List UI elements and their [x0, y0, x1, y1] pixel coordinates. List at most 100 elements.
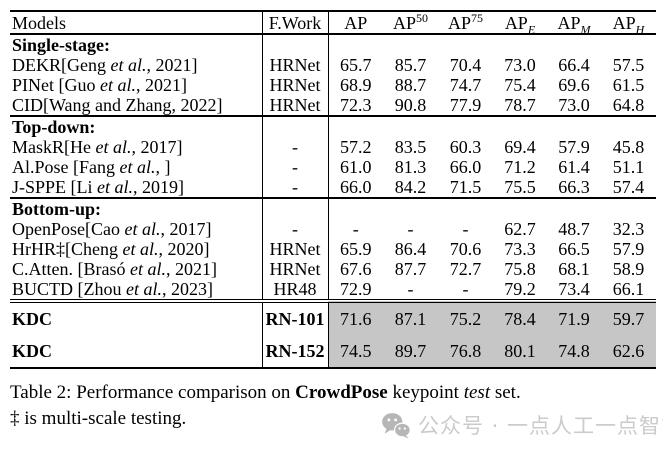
framework-cell: -: [262, 219, 329, 239]
section-row-top-down: Top-down:: [10, 115, 656, 137]
metric-apm: 48.7: [558, 219, 590, 239]
metric-ap75: 71.5: [449, 177, 482, 197]
metric-ap: 72.3: [340, 95, 372, 115]
metric-aph: 61.5: [612, 75, 645, 95]
watermark: 公众号 · 一点人工一点智能: [381, 410, 663, 440]
model-cell: KDC: [10, 299, 263, 335]
framework-cell: HRNet: [262, 75, 329, 95]
model-cell: DEKR[Geng et al., 2021]: [10, 55, 263, 75]
metric-apm: 73.4: [558, 279, 590, 299]
framework-cell: HRNet: [262, 259, 329, 279]
metric-ape: 80.1: [493, 335, 547, 369]
metric-ape: 79.2: [504, 279, 536, 299]
metric-aph: 57.5: [612, 55, 645, 75]
caption-line-1: Table 2: Performance comparison on Crowd…: [10, 382, 521, 403]
metric-ap: 67.6: [340, 259, 372, 279]
metric-aph: 58.9: [612, 259, 645, 279]
metric-ap: -: [352, 219, 359, 239]
model-cell: Al.Pose [Fang et al., ]: [10, 157, 263, 177]
col-header-ap75: AP75: [438, 10, 493, 35]
col-header-framework: F.Work: [262, 10, 329, 35]
metric-ap: 74.5: [328, 335, 383, 369]
framework-cell: HR48: [262, 279, 329, 301]
model-cell: PINet [Guo et al., 2021]: [10, 75, 263, 95]
metric-aph: 51.1: [612, 157, 645, 177]
model-cell: MaskR[He et al., 2017]: [10, 137, 263, 157]
framework-cell: [262, 197, 329, 219]
metric-apm: 73.0: [558, 95, 590, 115]
metric-ape: 73.0: [504, 55, 536, 75]
metric-apm: 66.5: [558, 239, 590, 259]
metric-apm: 71.9: [547, 299, 601, 335]
metric-ap50: 87.1: [383, 299, 438, 335]
metric-aph: 57.9: [612, 239, 645, 259]
metric-ap75: 74.7: [449, 75, 482, 95]
table-row-alpose: Al.Pose [Fang et al., ] - 61.0 81.3 66.0…: [10, 157, 656, 177]
metric-ap: 72.9: [340, 279, 372, 299]
col-header-aph: APH: [601, 10, 656, 35]
metric-ap50: 86.4: [394, 239, 427, 259]
metric-ap: 66.0: [340, 177, 372, 197]
metric-apm: 68.1: [558, 259, 590, 279]
table-row-cid: CID[Wang and Zhang, 2022] HRNet 72.3 90.…: [10, 95, 656, 116]
metric-ap: 71.6: [328, 299, 383, 335]
empty-metrics-cell: [328, 197, 656, 219]
metric-ap75: 72.7: [449, 259, 482, 279]
metric-apm: 57.9: [558, 137, 590, 157]
metric-ap75: 76.8: [438, 335, 493, 369]
framework-cell: HRNet: [262, 95, 329, 116]
col-header-ape: APE: [493, 10, 547, 35]
results-table: Models F.Work AP AP50 AP75 APE APM APH S…: [10, 10, 656, 369]
metric-ap: 57.2: [340, 137, 372, 157]
metric-ap75: -: [462, 279, 469, 299]
model-cell: HrHR‡[Cheng et al., 2020]: [10, 239, 263, 259]
table-row-buctd: BUCTD [Zhou et al., 2023] HR48 72.9 - - …: [10, 279, 656, 301]
metric-ap50: 90.8: [394, 95, 427, 115]
metric-ap50: 87.7: [394, 259, 427, 279]
metric-aph: 45.8: [612, 137, 645, 157]
metric-ap75: -: [462, 219, 469, 239]
metric-ape: 78.4: [493, 299, 547, 335]
table-header-row: Models F.Work AP AP50 AP75 APE APM APH: [10, 10, 656, 35]
metric-aph: 59.7: [601, 299, 656, 335]
metric-ape: 73.3: [504, 239, 536, 259]
col-header-ap: AP: [328, 10, 383, 35]
framework-cell: -: [262, 137, 329, 157]
metric-apm: 69.6: [558, 75, 590, 95]
metric-ap50: -: [407, 279, 414, 299]
section-label: Top-down:: [10, 115, 263, 137]
section-label: Single-stage:: [10, 34, 263, 55]
table-row-jsppe: J-SPPE [Li et al., 2019] - 66.0 84.2 71.…: [10, 177, 656, 198]
metric-ap50: 84.2: [394, 177, 427, 197]
model-cell: CID[Wang and Zhang, 2022]: [10, 95, 263, 116]
table-row-dekr: DEKR[Geng et al., 2021] HRNet 65.7 85.7 …: [10, 55, 656, 75]
metric-ap: 65.9: [340, 239, 372, 259]
model-cell: J-SPPE [Li et al., 2019]: [10, 177, 263, 198]
metric-ap50: 83.5: [394, 137, 427, 157]
section-row-single-stage: Single-stage:: [10, 34, 656, 55]
wechat-icon: [382, 412, 411, 439]
metric-aph: 66.1: [612, 279, 645, 299]
framework-cell: [262, 34, 329, 55]
framework-cell: -: [262, 177, 329, 198]
metric-apm: 74.8: [547, 335, 601, 369]
metric-apm: 66.3: [558, 177, 590, 197]
metric-ap50: -: [407, 219, 414, 239]
col-header-models: Models: [10, 10, 263, 35]
metric-ape: 75.5: [504, 177, 536, 197]
metric-ape: 75.4: [504, 75, 536, 95]
table-row-maskr: MaskR[He et al., 2017] - 57.2 83.5 60.3 …: [10, 137, 656, 157]
section-row-bottom-up: Bottom-up:: [10, 197, 656, 219]
metric-ap: 65.7: [340, 55, 372, 75]
framework-cell: HRNet: [262, 55, 329, 75]
metric-ap75: 60.3: [449, 137, 482, 157]
table-row-openpose: OpenPose[Cao et al., 2017] - - - - 62.7 …: [10, 219, 656, 239]
metric-ap75: 70.4: [449, 55, 482, 75]
section-label: Bottom-up:: [10, 197, 263, 219]
framework-cell: -: [262, 157, 329, 177]
framework-cell: RN-152: [262, 335, 329, 369]
metric-aph: 32.3: [612, 219, 645, 239]
caption-test-emphasis: test: [463, 382, 491, 403]
table-row-kdc-rn152: KDC RN-152 74.5 89.7 76.8 80.1 74.8 62.6: [10, 335, 656, 369]
caption-line-2: ‡ is multi-scale testing.: [10, 408, 187, 429]
